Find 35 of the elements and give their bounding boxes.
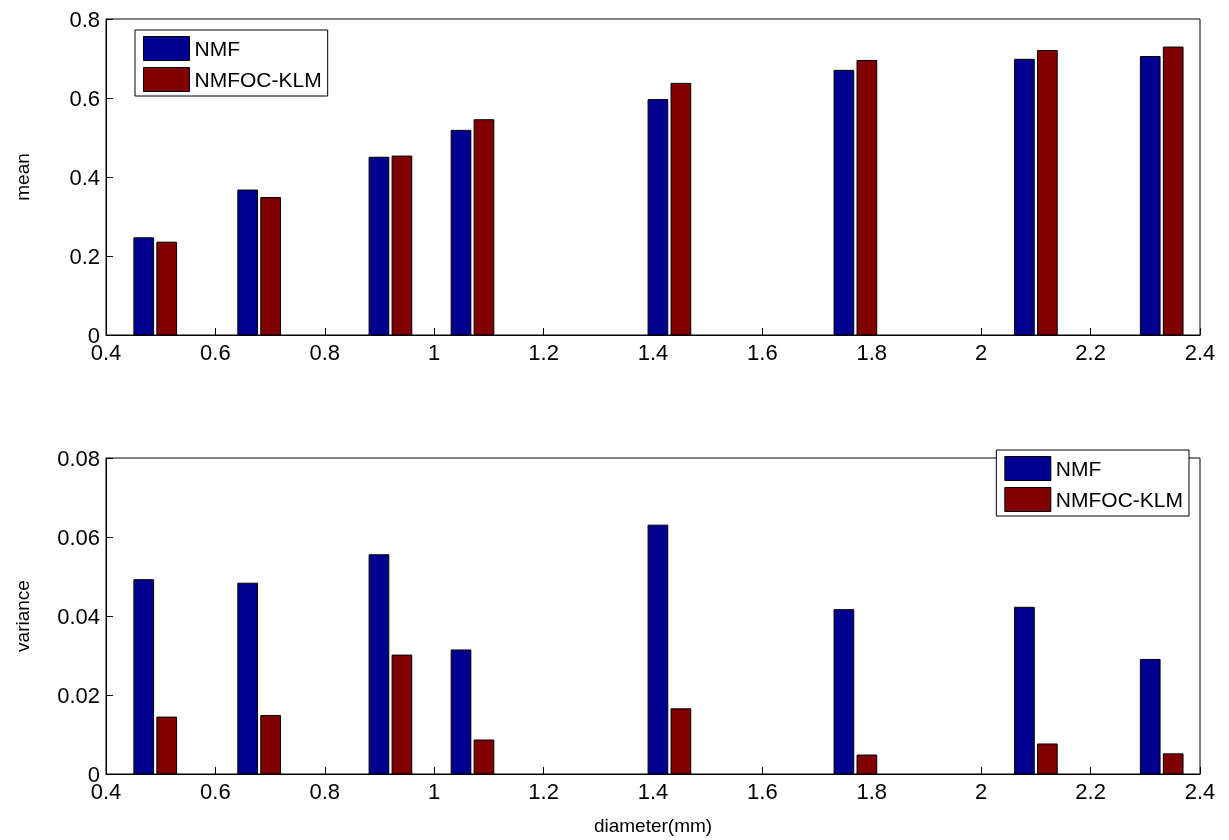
x-tick-label: 1 [428, 339, 441, 365]
y-tick-label: 0.4 [69, 164, 100, 190]
legend-label: NMFOC-KLM [194, 68, 322, 91]
legend-label: NMF [194, 37, 240, 60]
x-tick-label: 2 [975, 339, 988, 365]
x-tick-label: 2.2 [1075, 778, 1106, 804]
y-tick-label: 0.06 [57, 524, 100, 550]
x-tick-label: 1.6 [747, 778, 778, 804]
x-tick-label: 1.8 [856, 339, 888, 365]
x-tick-label: 2.4 [1184, 339, 1216, 365]
y-tick-label: 0.2 [69, 243, 100, 269]
x-tick-label: 2 [975, 778, 988, 804]
x-tick-label: 0.8 [309, 339, 341, 365]
x-tick-label: 1.4 [637, 778, 669, 804]
x-tick-label: 1.6 [747, 339, 778, 365]
x-tick-label: 1.2 [528, 339, 559, 365]
y-tick-label: 0.08 [57, 445, 100, 471]
y-tick-label: 0.8 [69, 6, 100, 32]
x-tick-label: 1 [428, 778, 441, 804]
y-axis-title: mean [12, 153, 33, 201]
y-tick-label: 0.04 [57, 603, 100, 629]
y-axis-title: variance [12, 580, 33, 652]
x-tick-label: 2.2 [1075, 339, 1106, 365]
x-tick-label: 1.4 [637, 339, 669, 365]
x-tick-label: 0.6 [200, 339, 231, 365]
legend-label: NMF [1055, 457, 1102, 480]
x-axis-title: diameter(mm) [593, 815, 713, 836]
x-tick-label: 0.6 [200, 778, 231, 804]
y-tick-label: 0.6 [69, 85, 100, 111]
legend-label: NMFOC-KLM [1055, 488, 1184, 511]
x-tick-label: 1.8 [856, 778, 888, 804]
x-tick-label: 1.2 [528, 778, 559, 804]
x-tick-label: 2.4 [1184, 778, 1216, 804]
y-tick-label: 0.02 [57, 682, 100, 708]
x-tick-label: 0.8 [309, 778, 341, 804]
